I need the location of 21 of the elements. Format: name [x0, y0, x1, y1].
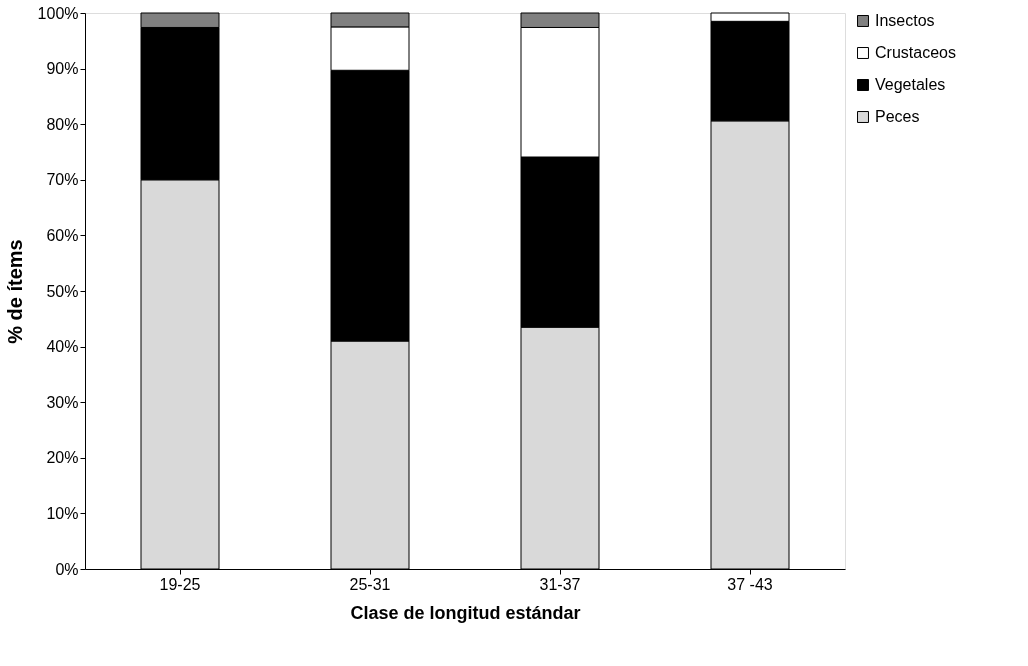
- x-tick-label: 37 -43: [727, 575, 773, 593]
- y-tick-label: 20%: [46, 449, 79, 467]
- y-axis-title: % de ítems: [3, 239, 26, 344]
- y-tick-label: 70%: [46, 171, 79, 189]
- y-tick-label: 40%: [46, 338, 79, 356]
- y-tick-label: 100%: [37, 4, 79, 22]
- x-tick-label: 25-31: [349, 575, 391, 593]
- x-tick-label: 19-25: [159, 575, 201, 593]
- x-axis-title: Clase de longitud estándar: [350, 602, 581, 623]
- y-tick-label: 0%: [55, 560, 79, 578]
- y-tick-label: 60%: [46, 226, 79, 244]
- legend-label: Vegetales: [875, 76, 946, 93]
- y-tick-label: 10%: [46, 504, 79, 522]
- legend-label: Peces: [875, 108, 920, 125]
- y-tick-label: 30%: [46, 393, 79, 411]
- legend-label: Insectos: [875, 12, 935, 29]
- legend-label: Crustaceos: [875, 44, 956, 61]
- x-tick-label: 31-37: [539, 575, 581, 593]
- y-tick-label: 80%: [46, 115, 79, 133]
- y-tick-label: 90%: [46, 60, 79, 78]
- y-tick-label: 50%: [46, 282, 79, 300]
